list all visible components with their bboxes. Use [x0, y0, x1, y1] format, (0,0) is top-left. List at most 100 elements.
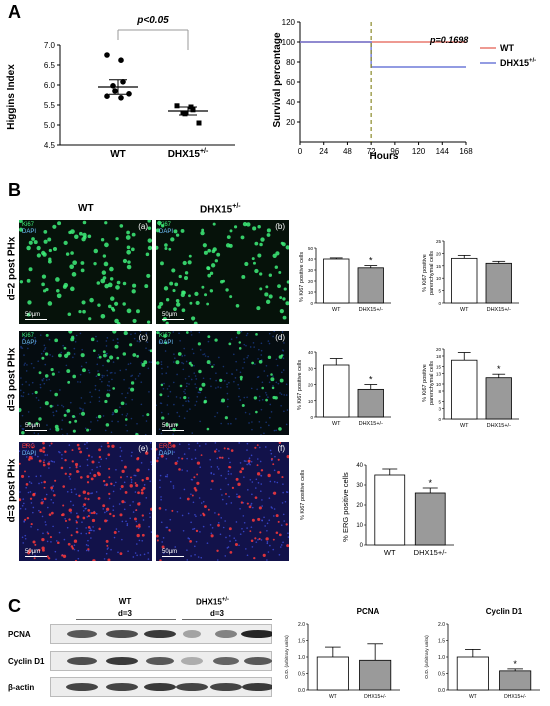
- positive-cell-dot: [93, 474, 97, 478]
- positive-cell-dot: [165, 298, 170, 302]
- nucleus-dot: [281, 502, 284, 504]
- positive-cell-dot: [47, 301, 53, 306]
- positive-cell-dot: [255, 333, 258, 336]
- nucleus-dot: [89, 401, 92, 403]
- positive-cell-dot: [126, 249, 132, 255]
- positive-cell-dot: [131, 247, 135, 252]
- nucleus-dot: [24, 534, 27, 537]
- positive-cell-dot: [38, 417, 42, 421]
- positive-cell-dot: [57, 221, 62, 226]
- positive-cell-dot: [90, 477, 94, 481]
- nucleus-dot: [44, 346, 47, 349]
- positive-cell-dot: [165, 422, 169, 427]
- nucleus-dot: [137, 527, 140, 530]
- nucleus-dot: [202, 377, 205, 380]
- positive-cell-dot: [114, 344, 119, 349]
- positive-cell-dot: [203, 250, 208, 255]
- positive-cell-dot: [168, 529, 171, 532]
- positive-cell-dot: [104, 242, 109, 248]
- nucleus-dot: [268, 424, 270, 427]
- positive-cell-dot: [209, 271, 214, 275]
- positive-cell-dot: [272, 253, 277, 258]
- nucleus-dot: [121, 459, 123, 462]
- positive-cell-dot: [126, 308, 132, 314]
- nucleus-dot: [257, 358, 259, 360]
- bar: [359, 659, 392, 691]
- positive-cell-dot: [132, 353, 137, 357]
- nucleus-dot: [243, 476, 245, 478]
- nucleus-dot: [166, 404, 169, 406]
- nucleus-dot: [198, 445, 201, 447]
- nucleus-dot: [111, 420, 113, 423]
- nucleus-dot: [30, 502, 33, 504]
- d3-cells-ylabel: % Ki67 positive cells: [297, 360, 303, 410]
- positive-cell-dot: [201, 228, 205, 232]
- positive-cell-dot: [69, 264, 75, 270]
- nucleus-dot: [158, 341, 161, 343]
- nucleus-dot: [124, 396, 127, 399]
- positive-cell-dot: [212, 222, 216, 226]
- cyclin-title: Cyclin D1: [486, 607, 523, 616]
- nucleus-dot: [119, 488, 122, 490]
- positive-cell-dot: [251, 361, 255, 365]
- data-point: [190, 107, 196, 113]
- nucleus-dot: [52, 414, 55, 417]
- positive-cell-dot: [100, 313, 106, 319]
- nucleus-dot: [104, 511, 106, 514]
- nucleus-dot: [185, 385, 188, 388]
- positive-cell-dot: [147, 226, 152, 231]
- nucleus-dot: [272, 375, 274, 377]
- nucleus-dot: [112, 413, 115, 415]
- y-tick-label: 0: [360, 543, 364, 549]
- nucleus-dot: [119, 406, 121, 408]
- nucleus-dot: [186, 410, 188, 412]
- y-tick-label: 1.0: [438, 655, 445, 661]
- positive-cell-dot: [226, 235, 231, 239]
- positive-cell-dot: [82, 490, 87, 494]
- positive-cell-dot: [119, 513, 123, 517]
- positive-cell-dot: [257, 225, 261, 229]
- nucleus-dot: [130, 481, 133, 483]
- positive-cell-dot: [285, 245, 289, 250]
- nucleus-dot: [86, 516, 89, 518]
- positive-cell-dot: [279, 308, 284, 314]
- positive-cell-dot: [130, 381, 135, 385]
- positive-cell-dot: [202, 512, 205, 515]
- positive-cell-dot: [194, 291, 199, 297]
- positive-cell-dot: [122, 281, 127, 286]
- x-tick-label: 168: [459, 147, 473, 156]
- y-tick-label: 6.5: [44, 61, 56, 70]
- positive-cell-dot: [74, 234, 79, 239]
- wb-band: [213, 657, 239, 665]
- nucleus-dot: [23, 502, 25, 505]
- higgins-index-chart: Higgins Index 4.55.05.56.06.57.0 p<0.05 …: [6, 15, 235, 160]
- positive-cell-dot: [225, 493, 227, 495]
- nucleus-dot: [246, 527, 248, 529]
- nucleus-dot: [62, 344, 64, 347]
- positive-cell-dot: [42, 461, 45, 464]
- nucleus-dot: [134, 474, 137, 477]
- y-tick-label: 30: [308, 268, 314, 273]
- nucleus-dot: [150, 461, 152, 463]
- nucleus-dot: [150, 531, 152, 533]
- nucleus-dot: [242, 530, 245, 533]
- positive-cell-dot: [102, 504, 106, 508]
- nucleus-dot: [250, 504, 252, 506]
- positive-cell-dot: [97, 414, 102, 419]
- positive-cell-dot: [126, 230, 130, 235]
- positive-cell-dot: [27, 422, 31, 426]
- nucleus-dot: [225, 536, 227, 539]
- positive-cell-dot: [78, 494, 81, 498]
- y-tick-label: 0: [310, 415, 313, 420]
- nucleus-dot: [204, 355, 207, 357]
- nucleus-dot: [106, 548, 109, 550]
- nucleus-dot: [211, 527, 214, 529]
- y-tick-label: 30: [308, 366, 314, 371]
- positive-cell-dot: [45, 287, 49, 292]
- nucleus-dot: [184, 388, 186, 391]
- scale-bar: [162, 556, 184, 557]
- bar: [414, 492, 446, 546]
- nucleus-dot: [100, 445, 103, 448]
- nucleus-dot: [61, 434, 64, 435]
